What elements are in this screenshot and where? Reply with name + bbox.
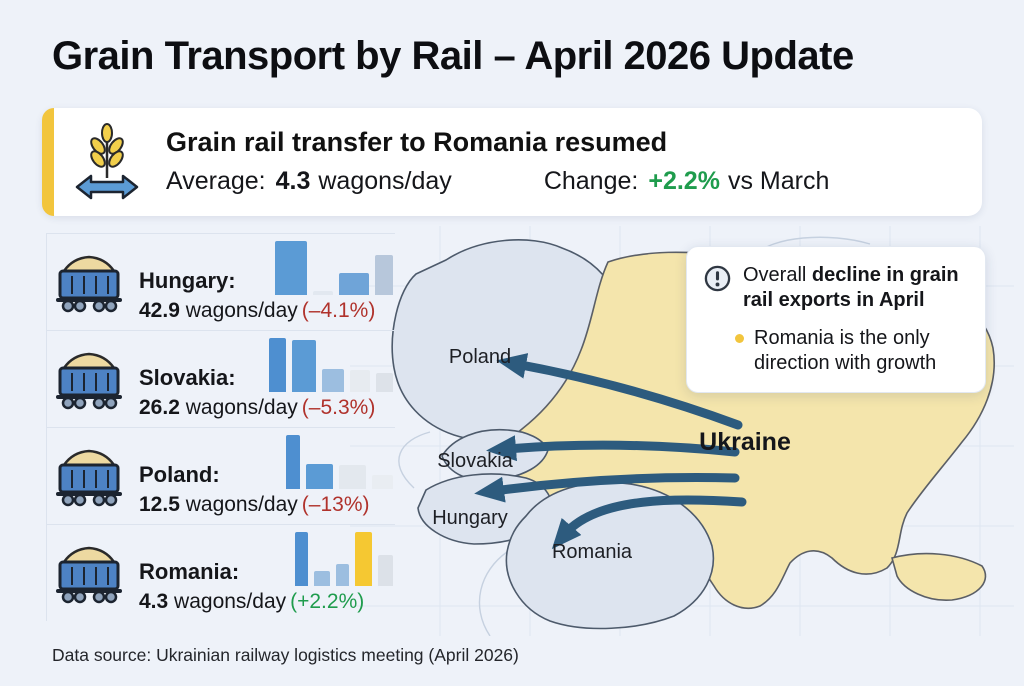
country-name: Hungary: [139, 268, 236, 293]
country-value: 26.2 [139, 396, 180, 419]
callout-headline: Overall decline in grain rail exports in… [743, 263, 969, 313]
average-label: Average: [166, 166, 266, 195]
country-change: (–13%) [301, 493, 370, 516]
country-stats: 4.3 wagons/day (+2.2%) [139, 590, 395, 614]
mini-bar [306, 464, 333, 489]
country-row: Poland: 12.5 wagons/day (–13%) [47, 427, 395, 524]
map-label-hungary: Hungary [432, 507, 508, 529]
mini-bar [286, 435, 300, 489]
warning-icon [703, 264, 732, 313]
country-mini-bar-chart [295, 532, 393, 586]
grain-wagon-icon [51, 542, 129, 604]
mini-bar [350, 370, 370, 392]
average-unit: wagons/day [318, 166, 452, 195]
country-change: (+2.2%) [290, 590, 365, 613]
country-name: Slovakia: [139, 365, 236, 390]
page-title: Grain Transport by Rail – April 2026 Upd… [52, 34, 854, 78]
mini-bar [378, 555, 393, 586]
change-value: +2.2% [648, 166, 720, 195]
country-unit: wagons/day [185, 396, 298, 419]
mini-bar [322, 369, 344, 392]
banner-stats: Average: 4.3 wagons/day Change: +2.2% vs… [166, 167, 829, 196]
arrow-to-hungary [474, 473, 740, 503]
mini-bar [313, 291, 333, 295]
country-value: 12.5 [139, 493, 180, 516]
banner-accent-bar [42, 108, 54, 216]
country-change: (–4.1%) [301, 299, 376, 322]
mini-bar [339, 465, 366, 489]
map-label-romania: Romania [552, 541, 633, 563]
mini-bar [314, 571, 330, 586]
country-mini-bar-chart [275, 241, 393, 295]
callout-bullet-text: Romania is the only direction with growt… [754, 327, 937, 374]
country-list: Hungary: 42.9 wagons/day (–4.1%) Slovakia… [46, 233, 395, 621]
mini-bar [292, 340, 316, 392]
country-unit: wagons/day [185, 493, 298, 516]
country-value: 42.9 [139, 299, 180, 322]
decline-callout: Overall decline in grain rail exports in… [686, 246, 986, 393]
map-label-slovakia: Slovakia [437, 450, 513, 472]
average-value: 4.3 [275, 166, 311, 195]
mini-bar [376, 373, 393, 392]
mini-bar [355, 532, 372, 586]
country-row: Romania: 4.3 wagons/day (+2.2%) [47, 524, 395, 621]
change-label: Change: [543, 166, 639, 195]
export-arrows [474, 353, 747, 550]
arrow-to-romania [551, 495, 747, 550]
country-unit: wagons/day [185, 299, 298, 322]
country-stats: 12.5 wagons/day (–13%) [139, 493, 395, 517]
grain-wagon-icon [51, 251, 129, 313]
mini-bar [375, 255, 393, 295]
country-stats: 26.2 wagons/day (–5.3%) [139, 396, 395, 420]
country-name: Poland: [139, 462, 220, 487]
callout-lead: Overall [743, 264, 807, 286]
country-stats: 42.9 wagons/day (–4.1%) [139, 299, 395, 323]
arrow-to-poland [496, 353, 743, 430]
country-mini-bar-chart [269, 338, 393, 392]
mini-bar [269, 338, 286, 392]
banner-heading: Grain rail transfer to Romania resumed [166, 127, 668, 158]
map-label-ukraine: Ukraine [699, 428, 791, 456]
mini-bar [295, 532, 308, 586]
country-name: Romania: [139, 559, 240, 584]
summary-banner: Grain rail transfer to Romania resumed A… [42, 108, 982, 216]
mini-bar [275, 241, 307, 295]
grain-wagon-icon [51, 348, 129, 410]
callout-bold: decline in grain rail exports in April [743, 264, 959, 311]
map-label-poland: Poland [449, 346, 511, 368]
wheat-double-arrow-icon [74, 121, 140, 203]
map-crimea [891, 552, 987, 601]
change-suffix: vs March [727, 166, 830, 195]
country-value: 4.3 [139, 590, 169, 613]
country-change: (–5.3%) [301, 396, 376, 419]
mini-bar [339, 273, 369, 295]
country-row: Slovakia: 26.2 wagons/day (–5.3%) [47, 330, 395, 427]
country-row: Hungary: 42.9 wagons/day (–4.1%) [47, 233, 395, 330]
data-source: Data source: Ukrainian railway logistics… [52, 645, 519, 665]
country-unit: wagons/day [174, 590, 287, 613]
grain-wagon-icon [51, 445, 129, 507]
bullet-dot [735, 334, 744, 343]
mini-bar [336, 564, 349, 586]
country-mini-bar-chart [286, 435, 393, 489]
arrow-to-slovakia [486, 435, 740, 462]
mini-bar [372, 475, 393, 489]
